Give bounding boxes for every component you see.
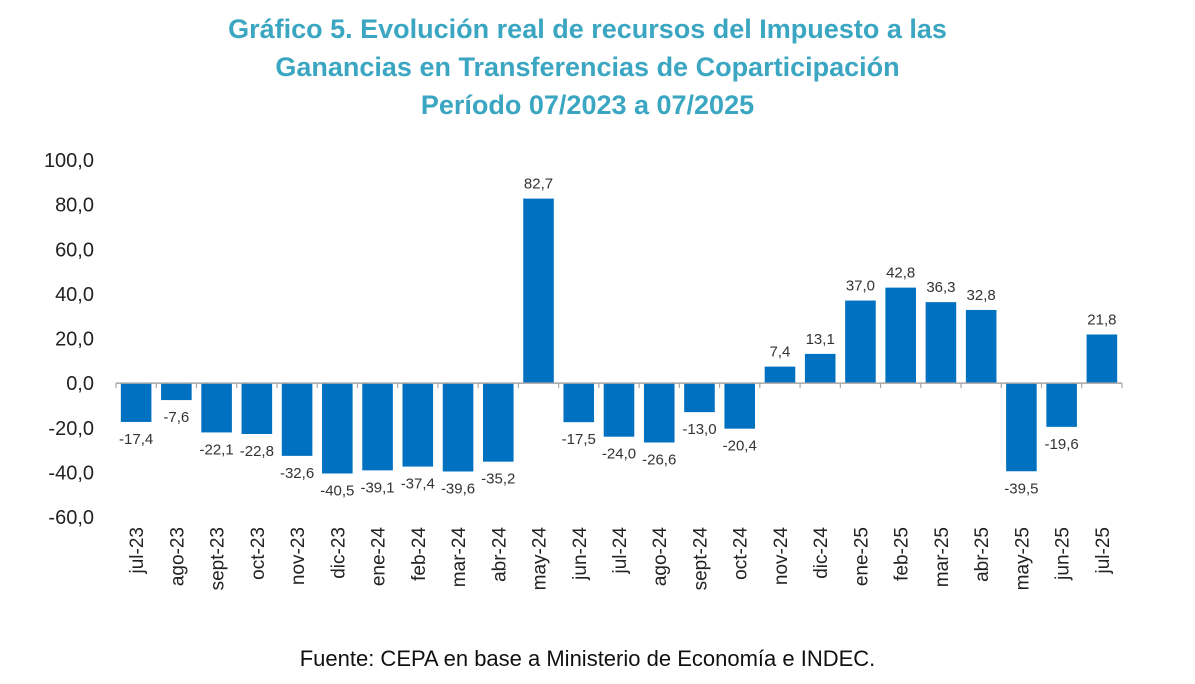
y-tick-label: -40,0	[48, 462, 94, 484]
data-label: -26,6	[642, 451, 676, 468]
zero-line-group	[115, 382, 1123, 389]
category-label: oct-24	[731, 527, 752, 580]
category-label: ene-24	[369, 527, 390, 587]
category-label: feb-25	[892, 527, 913, 581]
data-label: 13,1	[806, 331, 835, 348]
category-label: may-25	[1012, 527, 1033, 590]
data-label: -7,6	[163, 409, 189, 426]
bar	[241, 383, 273, 434]
bar	[804, 353, 836, 384]
data-label: -40,5	[320, 482, 354, 499]
chart-title-line-3: Período 07/2023 a 07/2025	[420, 90, 755, 120]
value-labels: -17,4-7,6-22,1 -22,8-32,6-40,5 -39,1 -37,4-…	[119, 176, 1116, 500]
data-label: -20,4	[723, 438, 757, 455]
category-label: oct-23	[248, 527, 269, 580]
bar	[684, 383, 715, 413]
category-label: ago-24	[650, 527, 671, 587]
category-label: mar-24	[449, 527, 470, 588]
y-tick-label: 0,0	[66, 373, 94, 395]
bar	[643, 383, 675, 443]
bar	[281, 383, 313, 456]
data-label: -17,5	[562, 431, 596, 448]
category-label: feb-24	[409, 527, 430, 581]
source-note: Fuente: CEPA en base a Ministerio de Eco…	[299, 646, 876, 671]
bar	[523, 198, 554, 384]
data-label: -13,0	[682, 421, 716, 438]
category-label: nov-23	[288, 527, 309, 585]
category-label: may-24	[530, 527, 551, 591]
bar	[442, 383, 474, 472]
bar	[1046, 383, 1077, 427]
y-tick-label: -60,0	[48, 507, 94, 529]
data-label: 36,3	[926, 279, 955, 296]
data-label: -19,6	[1045, 436, 1079, 453]
y-tick-label: 60,0	[55, 239, 94, 261]
category-label: dic-23	[328, 527, 349, 579]
chart-title: Gráfico 5. Evolución real de recursos de…	[0, 10, 1175, 124]
y-axis: 100,0 80,0 60,0 40,0 20,0 0,0 -20,0 -40,0 -60,0	[44, 150, 94, 529]
category-label: nov-24	[771, 527, 792, 586]
category-label: mar-25	[932, 527, 953, 587]
category-label: ene-25	[851, 527, 872, 586]
x-axis: jul-23 ago-23 sept-23 oct-23 nov-23 dic-23 ene…	[127, 527, 1114, 591]
category-label: jun-24	[570, 527, 591, 581]
y-tick-label: 20,0	[55, 329, 94, 351]
bar	[925, 302, 957, 384]
y-tick-label: 40,0	[55, 284, 94, 306]
data-label: -39,5	[1004, 480, 1038, 497]
bar	[482, 383, 514, 462]
data-label: -24,0	[602, 446, 636, 463]
category-label: dic-24	[811, 527, 832, 579]
bar	[563, 383, 595, 423]
bar	[1006, 383, 1037, 472]
bar	[885, 287, 916, 384]
data-label: -32,6	[280, 465, 314, 482]
bar	[201, 383, 232, 433]
bar	[724, 383, 756, 429]
chart-title-line-1: Gráfico 5. Evolución real de recursos de…	[228, 14, 947, 44]
chart-title-line-2: Ganancias en Transferencias de Copartici…	[275, 52, 900, 82]
bar	[965, 309, 997, 384]
data-label: -22,8	[240, 443, 274, 460]
y-tick-label: 100,0	[44, 150, 94, 172]
category-label: abr-24	[489, 527, 510, 582]
bar	[402, 383, 434, 467]
bar-chart: 100,080,060,040,020,00,0-20,0-40,0-60,0 …	[44, 150, 1123, 591]
category-label: jul-23	[127, 527, 148, 574]
data-label: 7,4	[770, 344, 791, 361]
bar	[161, 383, 192, 401]
category-label: jul-24	[610, 527, 631, 575]
data-label: 42,8	[886, 265, 915, 282]
bars	[120, 198, 1118, 474]
category-label: jul-25	[1093, 527, 1114, 574]
data-label: 32,8	[967, 287, 996, 304]
data-label: -22,1	[199, 441, 233, 458]
bar	[362, 383, 393, 471]
category-label: ago-23	[167, 527, 188, 586]
data-label: -17,4	[119, 431, 153, 448]
bar	[322, 383, 353, 474]
bar	[845, 300, 876, 384]
bar	[120, 383, 152, 422]
data-label: -37,4	[401, 476, 435, 493]
category-label: sept-24	[690, 527, 711, 591]
data-label: 37,0	[846, 278, 875, 295]
y-tick-label: 80,0	[55, 195, 94, 217]
bar	[603, 383, 635, 437]
category-label: abr-25	[972, 527, 993, 582]
bar	[1086, 334, 1118, 384]
category-label: sept-23	[208, 527, 229, 590]
data-label: -39,1	[360, 479, 394, 496]
data-label: -35,2	[481, 471, 515, 488]
category-label: jun-25	[1053, 527, 1074, 581]
y-tick-label: -20,0	[48, 418, 94, 440]
bar	[764, 366, 796, 384]
data-label: 82,7	[524, 176, 553, 193]
data-label: 21,8	[1087, 311, 1116, 328]
data-label: -39,6	[441, 480, 475, 497]
